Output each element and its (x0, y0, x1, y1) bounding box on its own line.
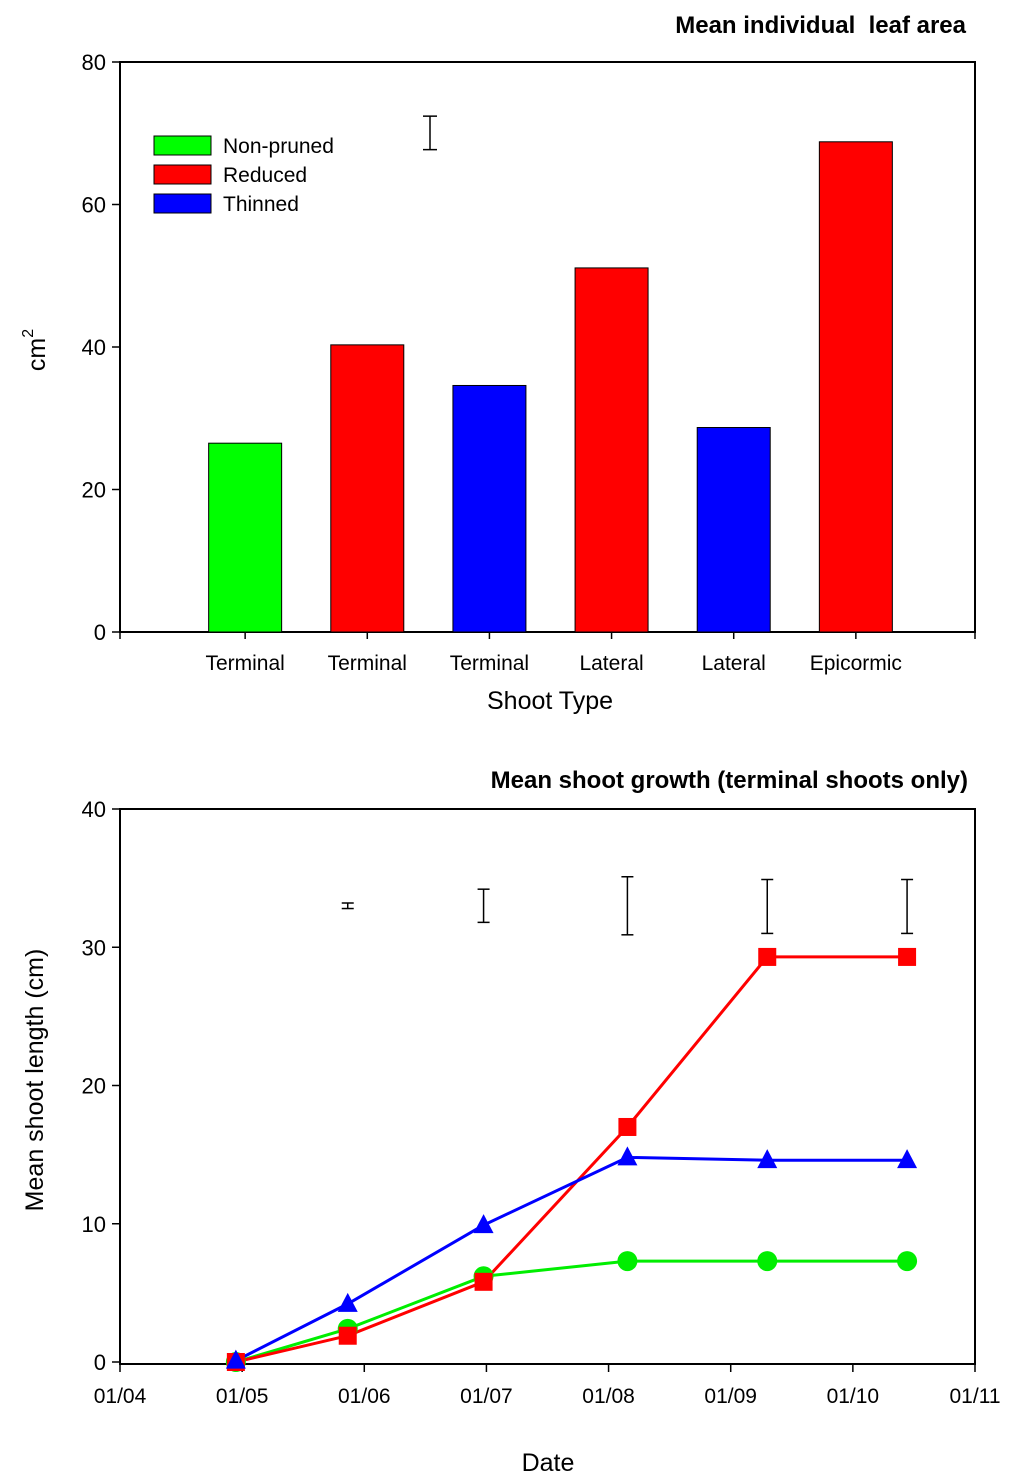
data-point-thinned (473, 1214, 494, 1234)
data-point-thinned (337, 1292, 358, 1312)
bar (574, 267, 649, 633)
chart2-ytick-label: 40 (82, 797, 106, 822)
data-point-non-pruned (897, 1251, 918, 1272)
chart1-ytick-label: 60 (82, 193, 106, 218)
data-point-thinned (757, 1149, 778, 1169)
series-line-thinned (235, 1155, 908, 1362)
chart2-xtick-label: 01/05 (216, 1385, 269, 1408)
data-point-reduced (338, 1326, 357, 1345)
series-line-non-pruned (235, 1259, 908, 1364)
data-point-non-pruned (757, 1251, 778, 1272)
bar (208, 442, 283, 633)
chart1-ytick-label: 20 (82, 478, 106, 503)
svg-text:cm2: cm2 (20, 329, 51, 371)
bar (330, 344, 405, 633)
chart2-ytick-label: 30 (82, 935, 106, 960)
chart1-ylabel: cm2 (20, 329, 51, 371)
chart2-xtick-label: 01/08 (582, 1385, 635, 1408)
chart1-category-label: Lateral (702, 652, 766, 675)
chart2-xtick-label: 01/09 (704, 1385, 757, 1408)
chart1-ytick-label: 40 (82, 335, 106, 360)
leaf-area-chart: Mean individual leaf area 0 20 40 60 80 Term… (20, 12, 976, 715)
bar (818, 141, 893, 633)
data-point-reduced (474, 1272, 493, 1291)
legend-label: Reduced (223, 164, 307, 187)
series-line-reduced (235, 955, 908, 1364)
chart2-xlabel: Date (522, 1449, 575, 1477)
chart1-category-label: Epicormic (810, 652, 902, 675)
data-point-thinned (897, 1149, 918, 1169)
chart1-xlabel: Shoot Type (487, 687, 613, 715)
chart2-xtick-label: 01/04 (94, 1385, 147, 1408)
chart1-ylabel-text: cm (23, 338, 51, 371)
chart1-category-label: Terminal (205, 652, 284, 675)
chart2-xtick-label: 01/11 (950, 1385, 1001, 1408)
legend-label: Thinned (223, 193, 299, 216)
chart2-ytick-label: 20 (82, 1074, 106, 1099)
chart1-ytick-label: 0 (94, 620, 106, 645)
legend-swatch (153, 164, 212, 185)
bar (696, 427, 771, 633)
chart1-title: Mean individual leaf area (675, 12, 966, 39)
chart2-ytick-label: 0 (94, 1350, 106, 1375)
chart2-ytick-label: 10 (82, 1212, 106, 1237)
chart1-ylabel-sup: 2 (20, 329, 37, 338)
legend-swatch (153, 193, 212, 214)
data-point-reduced (618, 1117, 637, 1136)
chart1-category-label: Lateral (579, 652, 643, 675)
chart2-ylabel: Mean shoot length (cm) (21, 949, 49, 1212)
chart2-xtick-label: 01/07 (460, 1385, 513, 1408)
legend-label: Non-pruned (223, 135, 334, 158)
bar (452, 384, 527, 633)
data-point-thinned (225, 1349, 246, 1369)
data-point-non-pruned (617, 1251, 638, 1272)
chart1-ytick-label: 80 (82, 50, 106, 75)
chart2-xtick-label: 01/10 (827, 1385, 880, 1408)
data-point-reduced (898, 947, 917, 966)
data-point-thinned (617, 1146, 638, 1166)
chart2-xtick-label: 01/06 (338, 1385, 391, 1408)
chart2-plot-frame (119, 808, 976, 1365)
chart1-category-label: Terminal (450, 652, 529, 675)
chart2-title: Mean shoot growth (terminal shoots only) (491, 767, 968, 794)
shoot-growth-chart: Mean shoot growth (terminal shoots only)… (21, 767, 1001, 1477)
data-point-reduced (758, 947, 777, 966)
legend-swatch (153, 135, 212, 156)
chart1-category-label: Terminal (328, 652, 407, 675)
